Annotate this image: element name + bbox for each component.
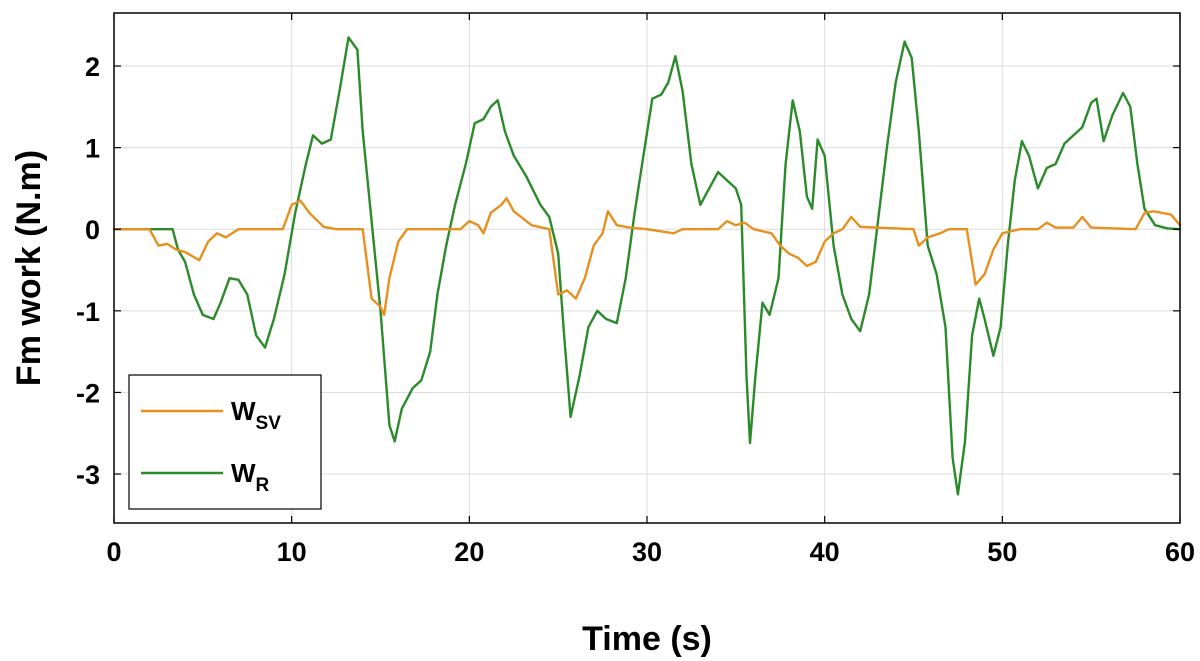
y-tick-label: -3 — [76, 460, 100, 490]
x-tick-label: 60 — [1165, 537, 1195, 567]
y-tick-label: -1 — [76, 297, 100, 327]
legend-box — [128, 374, 322, 510]
x-tick-label: 20 — [454, 537, 484, 567]
y-tick-label: 2 — [85, 52, 100, 82]
series-line-w-r — [112, 36, 1182, 496]
y-tick-label: -2 — [76, 378, 100, 408]
series-lines — [112, 36, 1182, 496]
series-line-w-sv — [112, 197, 1182, 317]
axis-ticks: 0 10 20 30 40 50 60 -3 -2 -1 0 1 2 — [76, 13, 1195, 567]
x-tick-label: 30 — [632, 537, 662, 567]
x-tick-label: 10 — [277, 537, 307, 567]
y-tick-label: 0 — [85, 215, 100, 245]
y-axis-title: Fm work (N.m) — [10, 150, 48, 386]
y-tick-label: 1 — [85, 134, 100, 164]
x-axis-title: Time (s) — [582, 620, 712, 658]
legend-label: WR — [231, 458, 270, 496]
x-tick-label: 40 — [810, 537, 840, 567]
legend-label: WSV — [231, 396, 281, 434]
legend: WSV WR — [128, 374, 322, 510]
x-tick-label: 0 — [106, 537, 121, 567]
x-tick-label: 50 — [987, 537, 1017, 567]
